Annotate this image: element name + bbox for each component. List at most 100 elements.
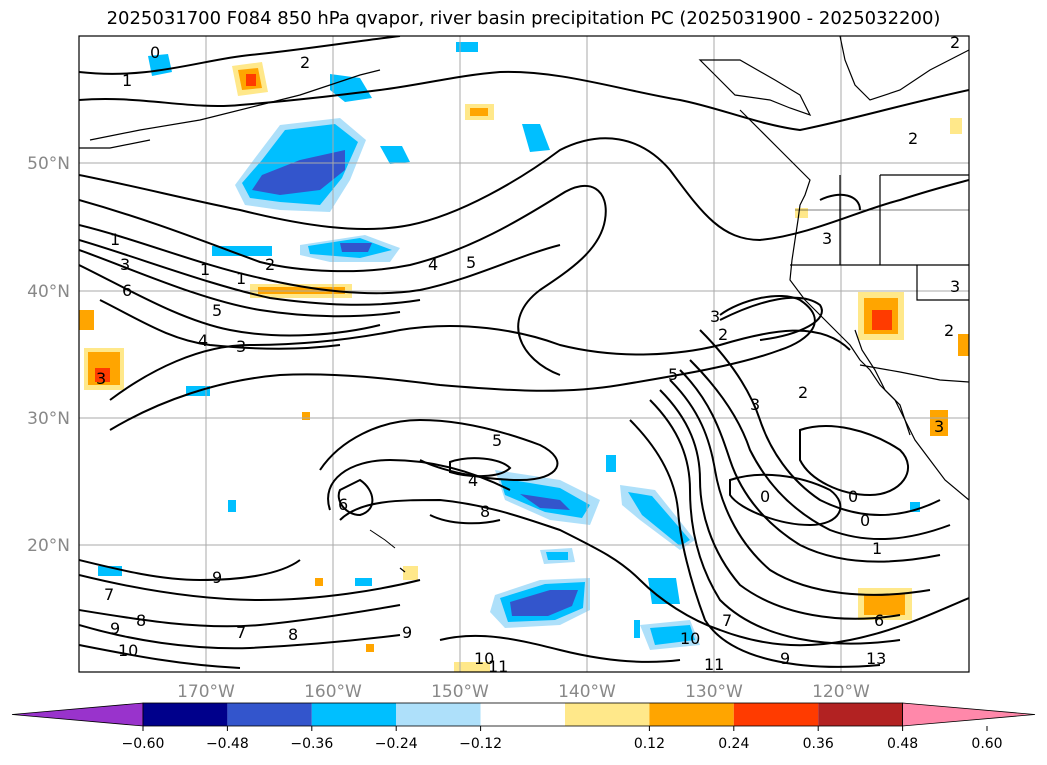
contour-label: 3 (822, 229, 832, 248)
negative-anomaly-region (648, 578, 680, 604)
negative-anomaly-region (650, 625, 695, 645)
colorbar-extension-low (11, 702, 144, 727)
contour-label: 3 (710, 307, 720, 326)
positive-anomaly-region (958, 334, 969, 356)
lon-label: 120°W (812, 682, 870, 702)
negative-anomaly-region (228, 500, 236, 512)
contour-label: 8 (136, 611, 146, 630)
colorbar-tick-label: −0.24 (375, 736, 418, 752)
negative-anomaly-region (510, 590, 578, 616)
contour-label: 5 (212, 301, 222, 320)
lon-label: 160°W (304, 682, 362, 702)
contour-label: 9 (402, 623, 412, 642)
negative-anomaly-region (546, 552, 568, 560)
contour-label: 2 (265, 255, 275, 274)
positive-anomaly-region (454, 662, 490, 672)
colorbar-tick-label: 0.48 (887, 736, 918, 752)
lon-label: 150°W (431, 682, 489, 702)
colorbar-swatch (649, 703, 734, 726)
lon-label: 130°W (685, 682, 743, 702)
contour-label: 8 (288, 625, 298, 644)
positive-anomaly-region (95, 368, 110, 382)
contour-label: 8 (480, 502, 490, 521)
contour-label: 1 (236, 269, 246, 288)
contour-label: 3 (934, 417, 944, 436)
negative-anomaly-region (340, 243, 372, 252)
contour-label: 0 (848, 487, 858, 506)
positive-anomaly-region (795, 208, 808, 218)
contour-label: 1 (872, 539, 882, 558)
contour-label: 7 (236, 623, 246, 642)
colorbar-tick-label: 0.36 (803, 736, 834, 752)
positive-anomaly-region (302, 412, 310, 420)
contour-label: 11 (704, 655, 724, 674)
colorbar-tick-label: 0.24 (718, 736, 749, 752)
colorbar: −0.60 −0.48 −0.36 −0.24 −0.12 0.12 0.24 0.36 0.4… (11, 702, 1036, 752)
contour-label: 1 (200, 260, 210, 279)
contour-label: 7 (104, 585, 114, 604)
colorbar-tick-label: −0.36 (290, 736, 333, 752)
positive-anomaly-region (403, 566, 418, 580)
negative-anomaly-region (522, 124, 550, 152)
negative-anomaly-region (628, 492, 690, 546)
contour-label: 1 (122, 71, 132, 90)
negative-anomaly-region (456, 42, 478, 52)
colorbar-swatch (565, 703, 650, 726)
contour-label: 11 (488, 657, 508, 676)
contour-label: 3 (120, 255, 130, 274)
contour-label: 10 (680, 629, 700, 648)
colorbar-tick-label: 0.60 (971, 736, 1002, 752)
longitude-labels: 170°W 160°W 150°W 140°W 130°W 120°W (177, 682, 870, 702)
positive-anomaly-region (930, 410, 948, 436)
contour-label: 1 (110, 230, 120, 249)
negative-anomaly-region (606, 455, 616, 472)
contour-label: 9 (110, 619, 120, 638)
contour-label: 3 (236, 337, 246, 356)
contour-label: 4 (468, 471, 478, 490)
colorbar-swatch (733, 703, 819, 726)
contour-label: 2 (798, 383, 808, 402)
contour-label: 5 (668, 365, 678, 384)
lon-label: 140°W (558, 682, 616, 702)
map-frame (78, 35, 970, 673)
contour-labels: 0 1 2 2 1 1 1 2 3 6 5 4 3 4 5 5 4 8 6 9 … (96, 36, 960, 676)
negative-anomaly-region (520, 494, 570, 510)
latitude-labels: 50°N 40°N 30°N 20°N (27, 154, 70, 556)
positive-anomaly-region (246, 74, 256, 86)
colorbar-extension-high (902, 702, 1036, 727)
contour-label: 4 (198, 331, 208, 350)
colorbar-tick-label: −0.12 (459, 736, 502, 752)
contour-label: 3 (96, 369, 106, 388)
positive-anomaly-region (864, 594, 905, 615)
contour-label: 9 (780, 649, 790, 668)
map-title: 2025031700 F084 850 hPa qvapor, river ba… (106, 8, 941, 29)
contour-label: 10 (474, 649, 494, 668)
graticule (79, 36, 969, 672)
contour-label: 4 (428, 255, 438, 274)
positive-anomaly-region (366, 644, 374, 652)
contour-label: 6 (874, 611, 884, 630)
negative-anomaly-region (380, 146, 410, 164)
contour-label: 0 (860, 511, 870, 530)
contour-label: 2 (718, 325, 728, 344)
negative-anomaly-region (355, 578, 372, 586)
positive-anomaly-region (950, 118, 962, 134)
negative-anomaly-region (634, 620, 640, 638)
contour-label: 2 (908, 129, 918, 148)
colorbar-tick-label: 0.12 (634, 736, 665, 752)
contour-label: 6 (122, 281, 132, 300)
contour-label: 9 (212, 568, 222, 587)
colorbar-swatch (227, 703, 312, 726)
contour-label: 10 (118, 641, 138, 660)
lon-label: 170°W (177, 682, 235, 702)
colorbar-swatch (818, 703, 903, 726)
contour-label: 0 (760, 487, 770, 506)
qvapor-contours (79, 36, 969, 669)
colorbar-swatch (480, 703, 565, 726)
positive-anomaly-region (470, 108, 488, 116)
contour-label: 2 (944, 321, 954, 340)
lat-label: 30°N (27, 409, 70, 429)
contour-label: 5 (466, 253, 476, 272)
positive-anomaly-region (872, 310, 892, 330)
